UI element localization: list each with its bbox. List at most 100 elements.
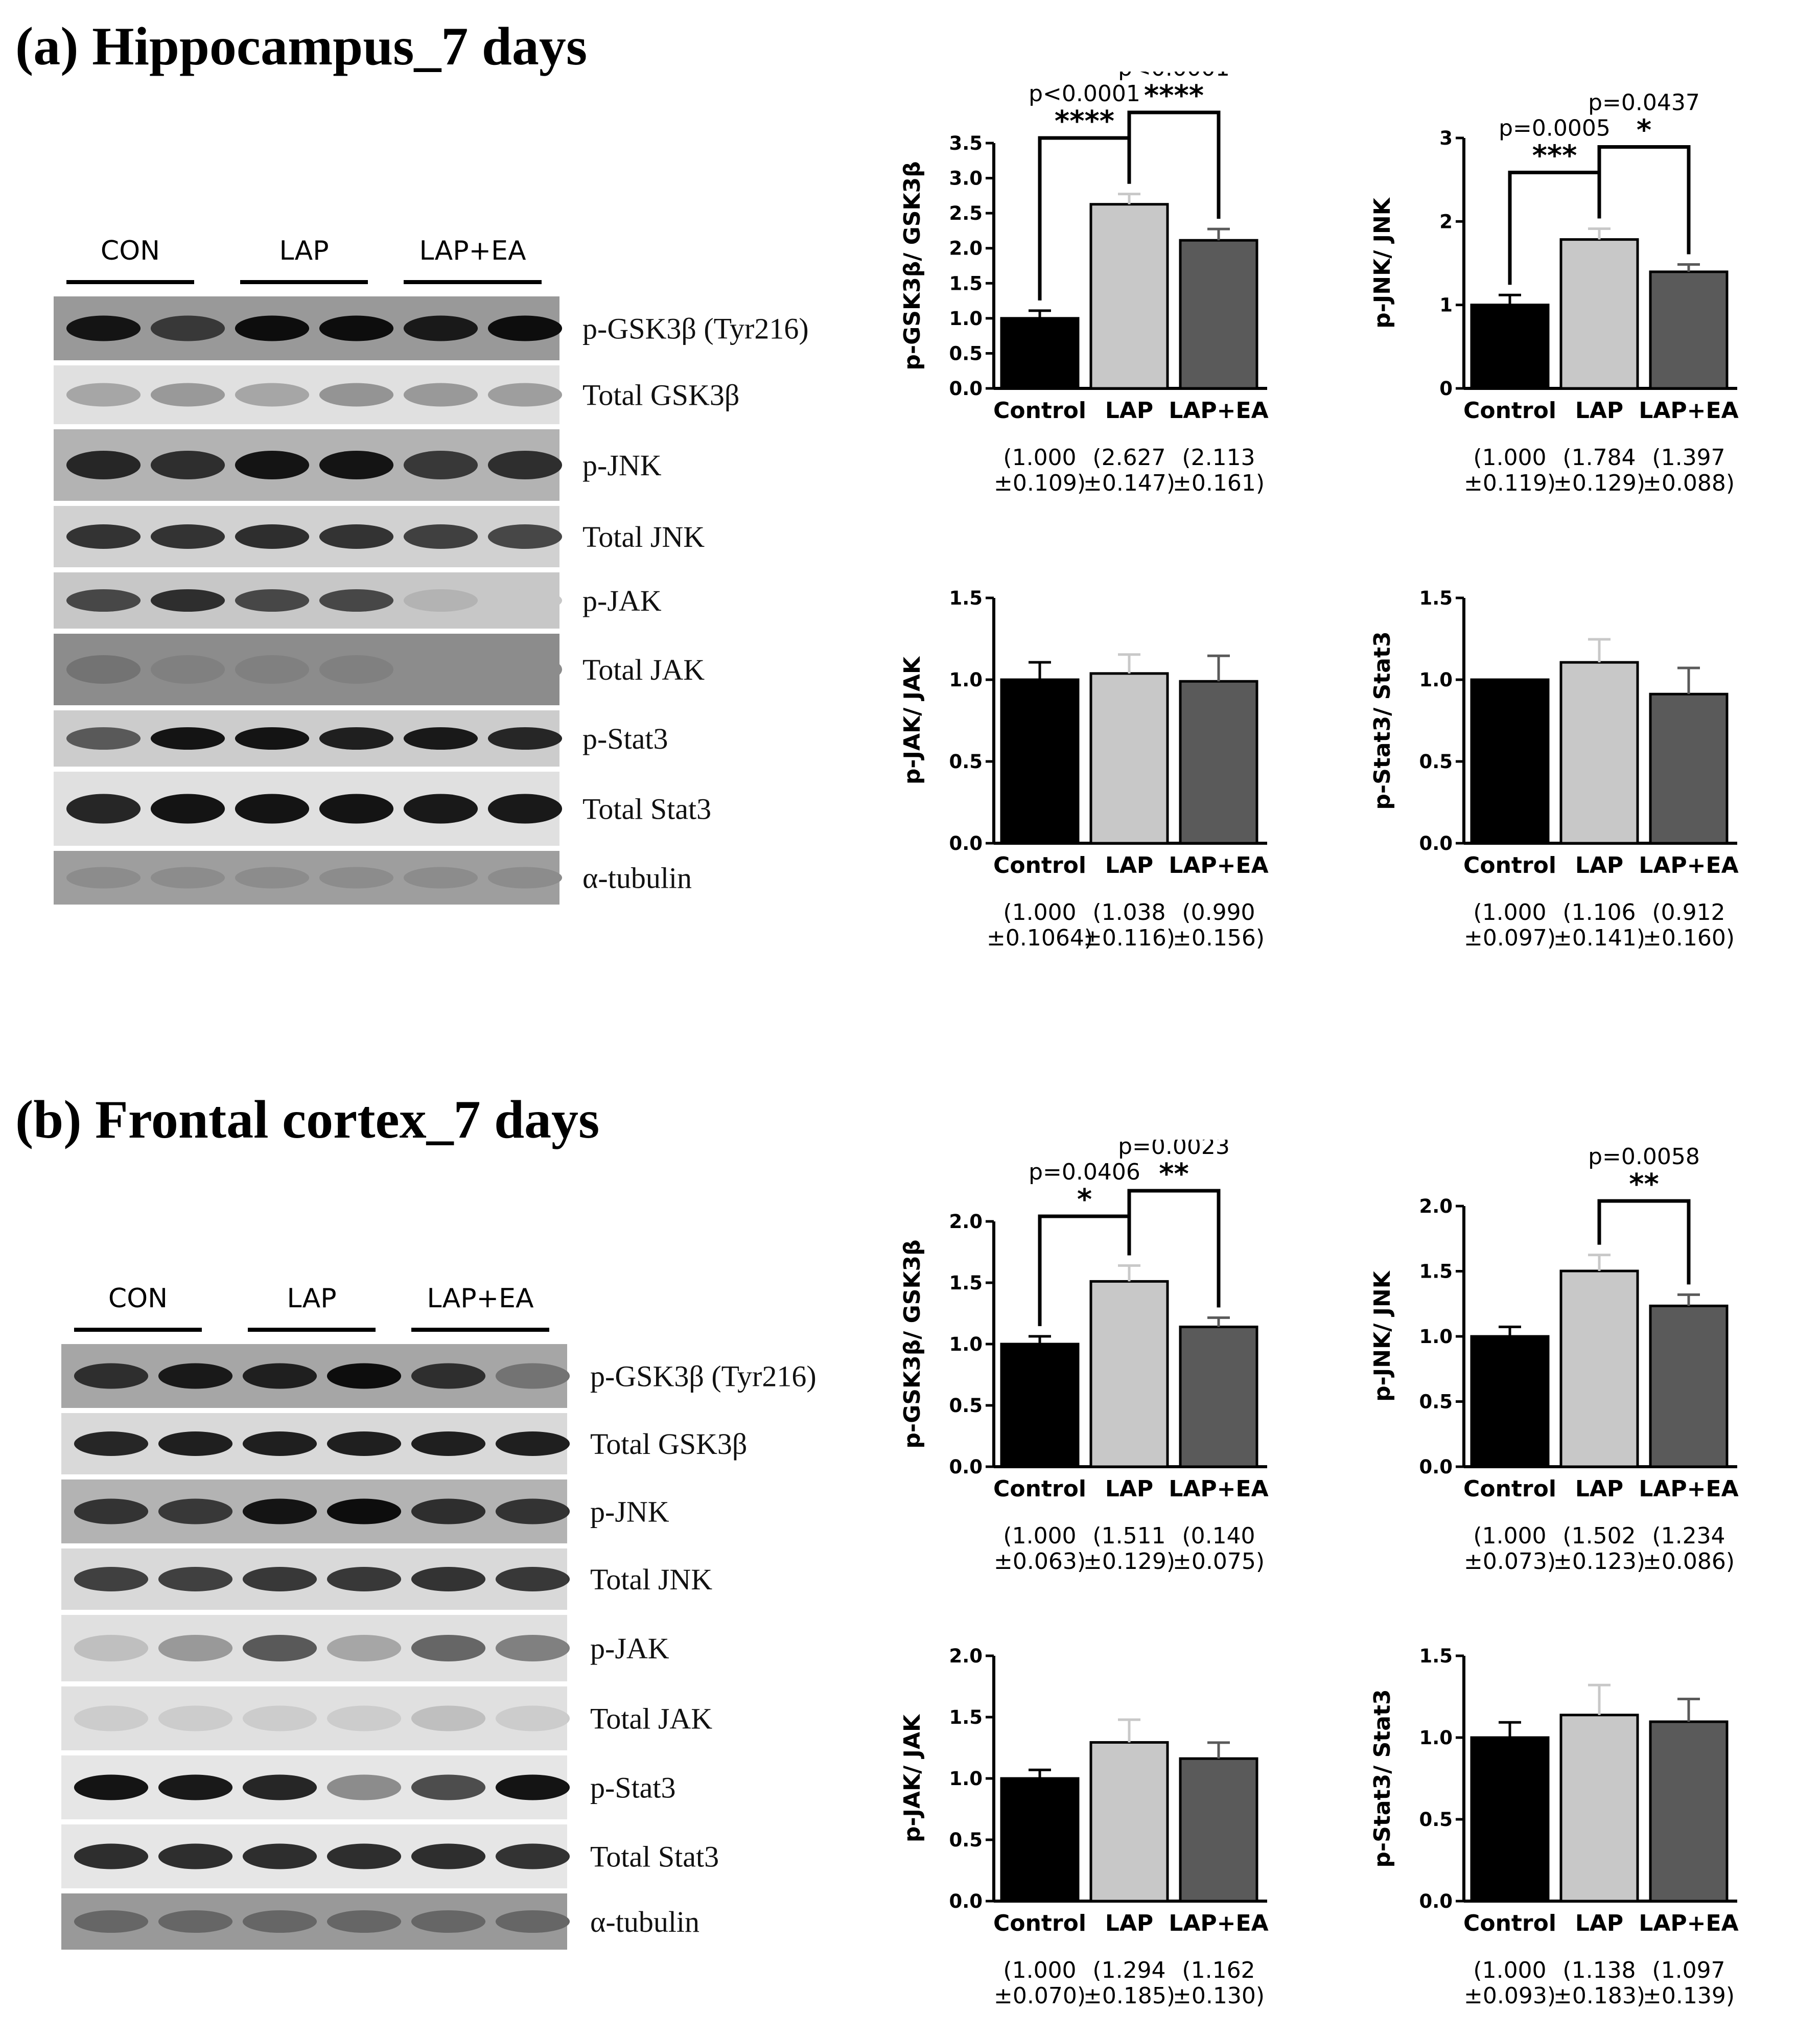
chart-hippocampus-p-stat3: p-Stat3/ Stat30.00.51.01.5Control(1.000±… (1369, 587, 1739, 951)
bar-control (1000, 1343, 1080, 1468)
x-tick-label-lap-ea: LAP+EA (1639, 852, 1738, 878)
blot-band (326, 1635, 402, 1661)
value-label-lap: (1.106 (1562, 899, 1636, 926)
panel-b-title: (b) Frontal cortex_7 days (15, 1090, 600, 1149)
y-tick-label: 0.5 (949, 751, 983, 773)
blot-band (74, 1635, 149, 1661)
chart-hippocampus-p-jak: p-JAK/ JAK 0.0 0.5 1.0 1.5 Control (1.000±0.10… (899, 587, 1269, 951)
y-tick-label: 1.0 (949, 669, 983, 691)
bar-lap-ea (1179, 1325, 1258, 1468)
significance-stars: ** (1629, 1168, 1659, 1201)
value-label-control: ±0.109) (994, 470, 1086, 496)
blot-label: Total JNK (582, 520, 705, 553)
blot-band (235, 383, 310, 407)
y-axis-label: p-Stat3/ Stat3 (1369, 1689, 1395, 1867)
blot-band (403, 727, 478, 750)
bar-lap (1559, 1714, 1639, 1903)
value-label-lap-ea: (1.097 (1652, 1957, 1725, 1983)
blot-row-total-jak: Total JAK (54, 634, 705, 705)
blot-band (242, 1843, 317, 1869)
blot-row-tubulin: α-tubulin (61, 1893, 699, 1950)
value-label-lap-ea: (2.113 (1182, 445, 1255, 471)
bar-lap (1559, 661, 1639, 845)
blot-band (487, 451, 563, 479)
blot-label: Total JAK (590, 1702, 712, 1736)
blot-band (487, 794, 563, 824)
blot-band (411, 1363, 486, 1389)
blot-row-p-jnk: p-JNK (61, 1479, 669, 1543)
y-tick-label: 1.0 (949, 1333, 983, 1355)
value-label-lap: ±0.123) (1553, 1548, 1645, 1575)
value-label-lap: ±0.116) (1083, 925, 1175, 951)
y-tick-label: 2.0 (949, 1645, 983, 1667)
bar-control (1470, 304, 1550, 390)
blot-band (403, 655, 478, 684)
y-tick-label: 1.0 (949, 1768, 983, 1790)
value-label-control: (1.000 (1003, 899, 1076, 926)
lane-group-label-lap-ea: LAP+EA (427, 1283, 534, 1314)
blot-band (235, 655, 310, 684)
blot-row-p-jak: p-JAK (61, 1615, 669, 1681)
blot-row-total-gsk3: Total GSK3β (61, 1413, 747, 1474)
y-tick-label: 0.0 (949, 378, 983, 400)
blot-band (495, 1363, 570, 1389)
blot-label: p-JNK (590, 1495, 669, 1529)
value-label-lap-ea: ±0.130) (1173, 1983, 1265, 2009)
y-tick-label: 0 (1439, 378, 1453, 400)
blot-band (487, 315, 563, 341)
blot-band (326, 1431, 402, 1456)
blot-band (411, 1910, 486, 1933)
blot-band (242, 1635, 317, 1661)
chart-hippocampus-p-gsk3b: p-GSK3β/ GSK3β 0.0 0.5 1.0 1.5 2.0 2.5 3.0 3.5 Co… (899, 72, 1269, 496)
blot-band (158, 1363, 233, 1389)
x-tick-label-control: Control (1463, 398, 1556, 424)
blot-band (411, 1843, 486, 1869)
blot-band (150, 383, 225, 407)
y-tick-label: 0.0 (949, 1456, 983, 1478)
x-tick-label-control: Control (993, 852, 1086, 878)
value-label-lap: ±0.129) (1553, 470, 1645, 496)
x-tick-label-control: Control (1463, 852, 1556, 878)
blot-band (326, 1705, 402, 1731)
y-tick-label: 1.0 (1419, 1326, 1453, 1348)
blot-band (319, 867, 394, 889)
x-tick-label-control: Control (993, 1476, 1086, 1502)
blot-band (403, 794, 478, 824)
blot-band (326, 1910, 402, 1933)
value-label-lap-ea: ±0.139) (1643, 1983, 1735, 2009)
blot-band (326, 1567, 402, 1591)
value-label-control: (1.000 (1003, 1523, 1076, 1549)
bar-control (1470, 1736, 1550, 1903)
x-tick-label-lap: LAP (1105, 1910, 1153, 1936)
blot-band (66, 655, 141, 684)
blot-band (158, 1705, 233, 1731)
blot-row-p-stat3: p-Stat3 (54, 710, 668, 767)
blot-band (66, 727, 141, 750)
significance-stars: * (1637, 114, 1651, 147)
y-tick-label: 0.0 (949, 1890, 983, 1912)
blot-band (319, 524, 394, 549)
blot-band (411, 1635, 486, 1661)
y-tick-label: 3 (1439, 127, 1453, 149)
significance-stars: **** (1055, 105, 1114, 138)
value-label-lap: (2.627 (1092, 445, 1165, 471)
x-tick-label-lap-ea: LAP+EA (1169, 852, 1268, 878)
blot-band (495, 1567, 570, 1591)
blot-band (158, 1774, 233, 1800)
y-tick-label: 3.0 (949, 168, 983, 190)
blot-band (403, 867, 478, 889)
blot-band (487, 589, 563, 612)
value-label-control: (1.000 (1473, 899, 1546, 926)
blot-row-total-stat3: Total Stat3 (61, 1824, 719, 1888)
bar-control (1000, 1777, 1080, 1903)
blot-band (242, 1567, 317, 1591)
bar-control (1000, 317, 1080, 390)
blot-label: Total JAK (582, 653, 705, 686)
value-label-control: ±0.070) (994, 1983, 1086, 2009)
value-label-lap: (1.502 (1562, 1523, 1636, 1549)
x-tick-label-lap-ea: LAP+EA (1639, 1910, 1738, 1936)
y-tick-label: 1.5 (1419, 1261, 1453, 1283)
blot-label: p-JNK (582, 449, 662, 482)
blot-band (319, 727, 394, 750)
blot-band (150, 589, 225, 612)
